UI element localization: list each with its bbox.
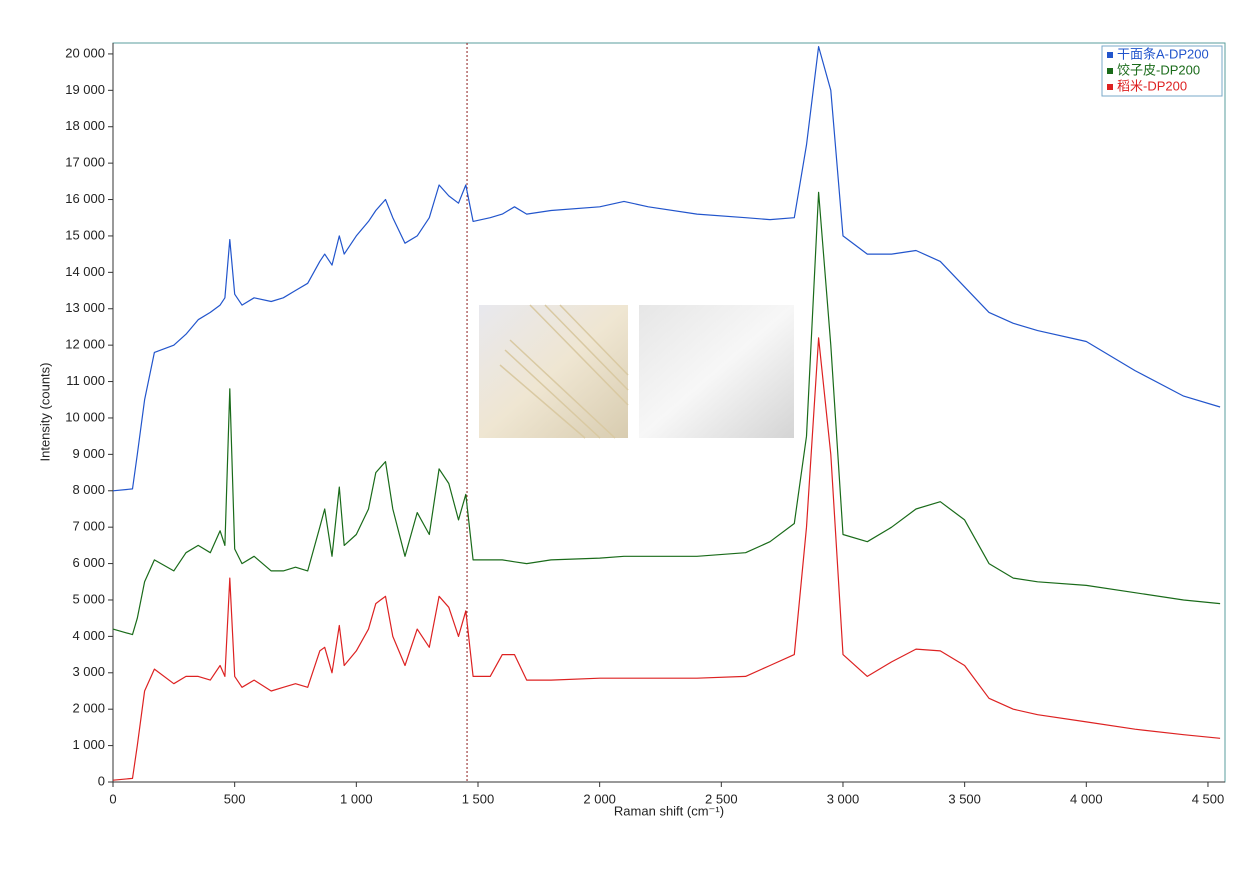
x-tick-label: 500 bbox=[224, 791, 246, 806]
y-tick-label: 12 000 bbox=[65, 337, 105, 352]
y-tick-label: 16 000 bbox=[65, 191, 105, 206]
y-tick-label: 0 bbox=[98, 773, 105, 788]
series-line bbox=[112, 337, 1221, 781]
series-line bbox=[112, 191, 1221, 636]
y-tick-label: 1 000 bbox=[72, 737, 105, 752]
y-tick-label: 17 000 bbox=[65, 155, 105, 170]
series-line bbox=[112, 46, 1221, 492]
legend-label: 饺子皮-DP200 bbox=[1117, 62, 1200, 77]
x-tick-label: 2 000 bbox=[583, 791, 616, 806]
y-tick-label: 15 000 bbox=[65, 227, 105, 242]
x-axis-label: Raman shift (cm⁻¹) bbox=[614, 803, 724, 818]
y-tick-label: 8 000 bbox=[72, 482, 105, 497]
legend-swatch bbox=[1107, 84, 1113, 90]
x-tick-label: 4 500 bbox=[1192, 791, 1225, 806]
legend-swatch bbox=[1107, 68, 1113, 74]
legend-label: 干面条A-DP200 bbox=[1117, 46, 1209, 61]
photo-noodles bbox=[479, 305, 628, 438]
x-tick-label: 1 500 bbox=[462, 791, 495, 806]
x-tick-label: 0 bbox=[109, 791, 116, 806]
y-tick-label: 3 000 bbox=[72, 664, 105, 679]
x-tick-label: 4 000 bbox=[1070, 791, 1103, 806]
y-tick-label: 2 000 bbox=[72, 701, 105, 716]
legend-label: 稻米-DP200 bbox=[1117, 78, 1187, 93]
y-tick-label: 20 000 bbox=[65, 45, 105, 60]
y-tick-label: 5 000 bbox=[72, 591, 105, 606]
y-tick-label: 4 000 bbox=[72, 628, 105, 643]
photo-rice bbox=[639, 305, 794, 438]
y-axis-label: Intensity (counts) bbox=[37, 363, 52, 462]
y-tick-label: 9 000 bbox=[72, 446, 105, 461]
x-tick-label: 1 000 bbox=[340, 791, 373, 806]
y-tick-label: 10 000 bbox=[65, 409, 105, 424]
y-tick-label: 14 000 bbox=[65, 264, 105, 279]
x-tick-label: 3 000 bbox=[827, 791, 860, 806]
legend-box bbox=[1101, 45, 1223, 97]
x-tick-label: 3 500 bbox=[948, 791, 981, 806]
legend-swatch bbox=[1107, 52, 1113, 58]
y-tick-label: 19 000 bbox=[65, 82, 105, 97]
y-tick-label: 11 000 bbox=[66, 373, 105, 388]
noodle-strands bbox=[499, 304, 629, 439]
x-tick-label: 2 500 bbox=[705, 791, 738, 806]
y-tick-label: 6 000 bbox=[72, 555, 105, 570]
y-tick-label: 7 000 bbox=[72, 519, 105, 534]
y-tick-label: 13 000 bbox=[65, 300, 105, 315]
y-tick-label: 18 000 bbox=[65, 118, 105, 133]
